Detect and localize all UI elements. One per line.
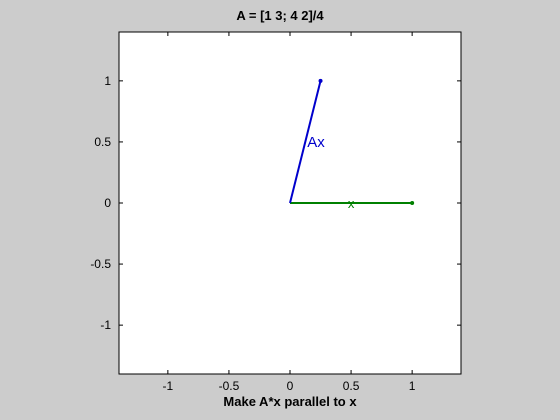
- x-tick-label: 0.5: [343, 379, 360, 393]
- x-tick-label: 0: [287, 379, 294, 393]
- vector-x-endpoint[interactable]: [410, 201, 415, 205]
- vector-ax-endpoint[interactable]: [318, 78, 323, 83]
- x-tick-label: -0.5: [219, 379, 240, 393]
- vector-ax-label: Ax: [307, 134, 325, 151]
- y-tick-label: -1: [100, 318, 111, 332]
- y-ticks: -1 -0.5 0 0.5 1: [90, 74, 461, 332]
- y-tick-label: -0.5: [90, 257, 111, 271]
- vector-ax-line[interactable]: [289, 80, 322, 204]
- series-group: x Ax: [289, 78, 415, 211]
- plot-title: A = [1 3; 4 2]/4: [236, 8, 324, 23]
- y-tick-label: 0: [104, 196, 111, 210]
- x-ticks: -1 -0.5 0 0.5 1: [163, 32, 416, 393]
- x-tick-label: -1: [163, 379, 174, 393]
- x-axis-label: Make A*x parallel to x: [223, 394, 357, 409]
- vector-x-label: x: [348, 196, 355, 211]
- x-tick-label: 1: [409, 379, 416, 393]
- y-tick-label: 1: [104, 74, 111, 88]
- y-tick-label: 0.5: [94, 135, 111, 149]
